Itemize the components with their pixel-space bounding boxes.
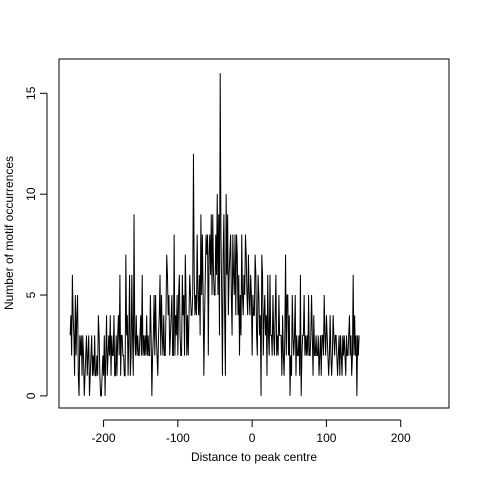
x-tick-label: -200: [92, 431, 116, 445]
x-axis: -200 -100 0 100 200: [92, 419, 411, 445]
plot-frame: [58, 58, 450, 409]
y-tick-label: 5: [24, 291, 38, 298]
x-axis-label: Distance to peak centre: [191, 450, 317, 464]
y-tick-label: 15: [24, 86, 38, 100]
x-tick-label: -100: [166, 431, 190, 445]
y-tick-label: 10: [24, 187, 38, 201]
x-tick-label: 100: [316, 431, 336, 445]
x-tick-label: 200: [391, 431, 411, 445]
motif-count-series-line: [69, 73, 360, 397]
y-axis-label: Number of motif occurrences: [2, 156, 16, 310]
x-tick-label: 0: [249, 431, 256, 445]
y-axis: 0 5 10 15: [24, 86, 48, 399]
y-tick-label: 0: [24, 392, 38, 399]
